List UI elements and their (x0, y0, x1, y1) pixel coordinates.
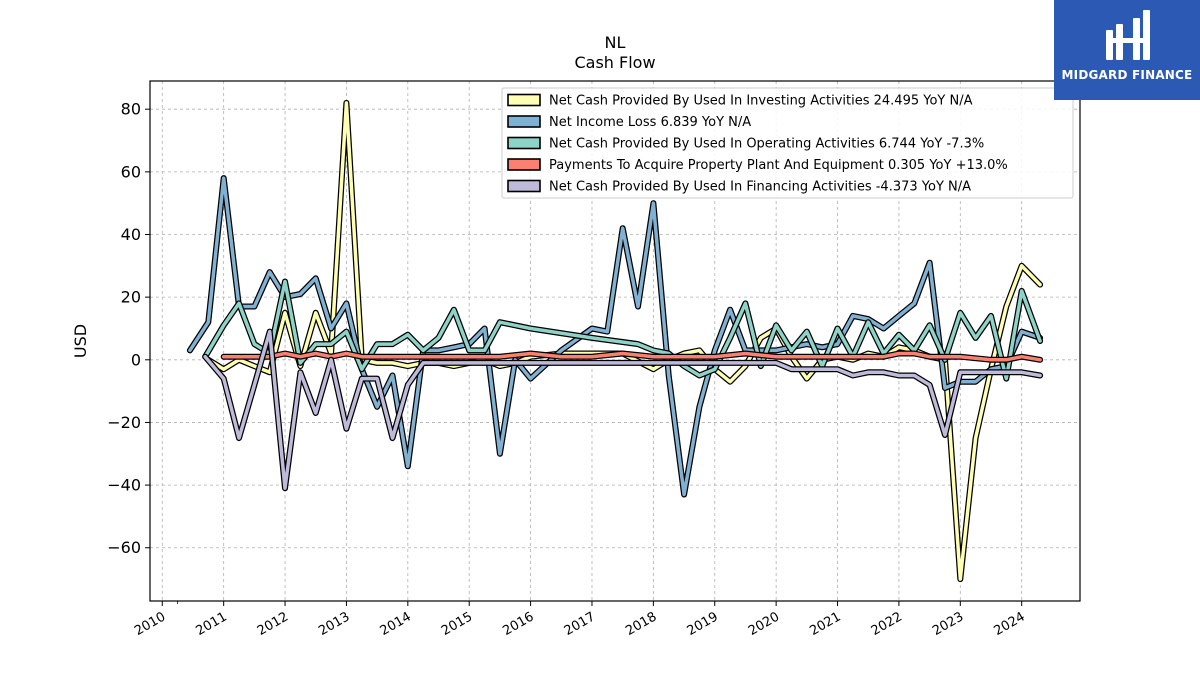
series-line-net-cash-provided-by-used-in-financing-activities (203, 329, 1042, 490)
logo-text: MIDGARD FINANCE (1061, 68, 1193, 82)
y-tick-label: −20 (107, 413, 141, 432)
x-tick-label: 2022 (869, 609, 905, 639)
y-tick-label: 40 (121, 225, 141, 244)
midgard-finance-logo: MIDGARD FINANCE (1054, 0, 1200, 100)
series-lines (186, 99, 1044, 583)
x-tick-label: 2011 (194, 609, 230, 639)
legend-box (501, 87, 1074, 199)
y-tick-label: 80 (121, 100, 141, 119)
x-axis: 2010 2011 2012 2013 2014 2015 2016 2017 2018 2019… (132, 601, 1028, 639)
legend: Net Cash Provided By Used In Investing A… (501, 87, 1074, 199)
legend-label: Net Income Loss 6.839 YoY N/A (549, 115, 751, 130)
logo-mark-icon (1106, 10, 1150, 60)
x-tick-label: 2019 (685, 609, 721, 639)
x-tick-label: 2010 (132, 609, 168, 639)
series-line-net-cash-provided-by-used-in-operating-activities (203, 279, 1042, 381)
legend-label: Net Cash Provided By Used In Financing A… (549, 180, 971, 195)
legend-label: Net Cash Provided By Used In Operating A… (549, 137, 984, 152)
legend-swatch (507, 158, 541, 171)
y-tick-label: −40 (107, 476, 141, 495)
y-tick-label: 60 (121, 162, 141, 181)
y-tick-label: 20 (121, 288, 141, 307)
x-tick-label: 2017 (562, 609, 598, 639)
x-tick-label: 2021 (807, 609, 843, 639)
series-line-payments-to-acquire-property-plant-and-equipment (221, 351, 1042, 362)
x-tick-label: 2018 (623, 609, 659, 639)
x-tick-label: 2023 (930, 609, 966, 639)
series-outline-net-income-loss (186, 175, 1044, 498)
y-axis: 80 60 40 20 0 −20 −40 −60 (107, 100, 150, 557)
x-tick-label: 2015 (439, 609, 475, 639)
chart-title: NL (605, 33, 626, 52)
legend-label: Net Cash Provided By Used In Investing A… (549, 94, 973, 109)
plot-frame (149, 80, 1081, 602)
x-tick-label: 2013 (316, 609, 352, 639)
legend-swatch (507, 115, 541, 128)
legend-swatch (507, 93, 541, 107)
y-axis-label: USD (71, 324, 90, 358)
x-tick-label: 2014 (378, 609, 414, 639)
legend-swatch (507, 136, 541, 150)
y-tick-label: 0 (131, 350, 141, 369)
legend-swatch (507, 179, 541, 193)
chart-subtitle: Cash Flow (574, 53, 655, 72)
x-tick-label: 2020 (746, 609, 782, 639)
series-line-net-income-loss (188, 176, 1042, 497)
x-tick-label: 2012 (255, 609, 291, 639)
x-tick-label: 2024 (992, 609, 1028, 639)
x-tick-label: 2016 (500, 609, 536, 639)
legend-label: Payments To Acquire Property Plant And E… (549, 158, 1008, 173)
y-tick-label: −60 (107, 538, 141, 557)
